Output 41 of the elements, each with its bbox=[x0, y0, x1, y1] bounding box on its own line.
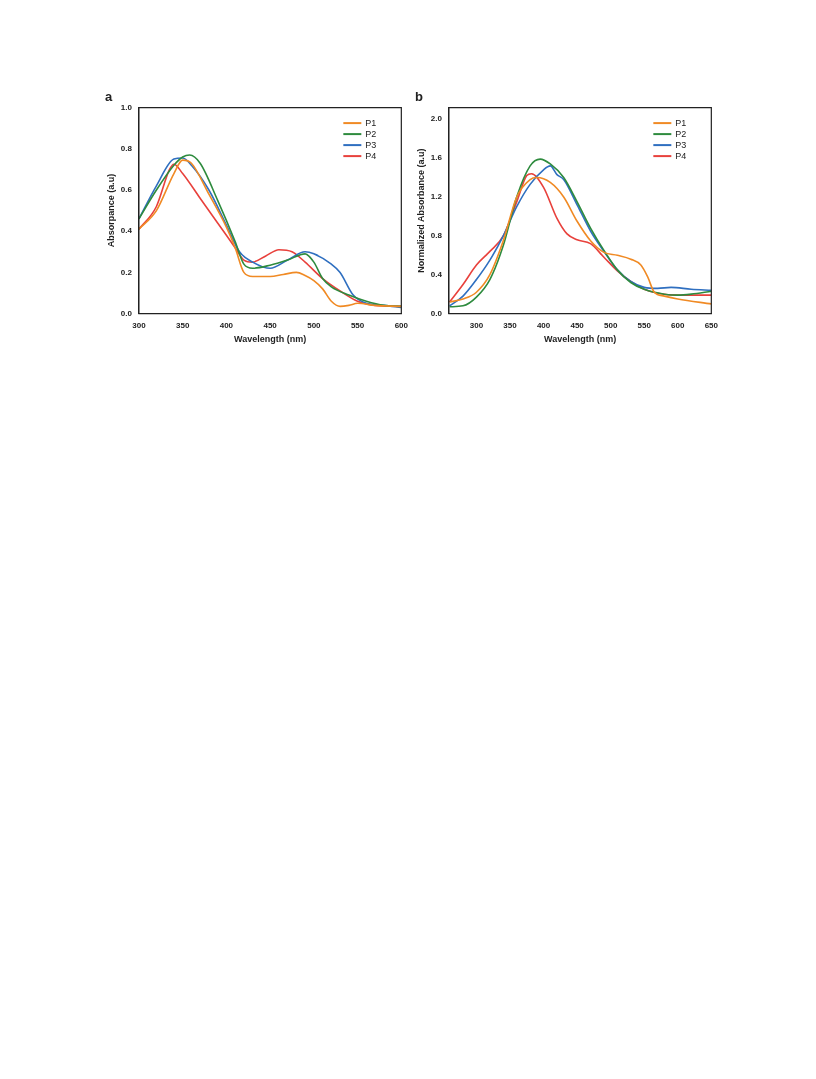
y-tick-label: 0.6 bbox=[120, 185, 133, 195]
x-tick-label: 450 bbox=[263, 320, 278, 330]
x-tick-label: 550 bbox=[350, 320, 365, 330]
legend-label: P3 bbox=[675, 139, 687, 150]
y-tick-label: 0.0 bbox=[120, 308, 133, 318]
x-tick-label: 500 bbox=[603, 320, 618, 330]
y-tick-label: 2.0 bbox=[430, 114, 443, 124]
x-tick-label: 450 bbox=[570, 320, 585, 330]
x-tick-label: 600 bbox=[394, 320, 409, 330]
legend-label: P2 bbox=[365, 128, 377, 139]
x-tick-label: 600 bbox=[671, 320, 685, 330]
y-axis-title: Normalized Absorbance (a.u) bbox=[415, 148, 426, 273]
y-tick-label: 0.8 bbox=[120, 144, 133, 153]
legend-label: P1 bbox=[365, 117, 377, 128]
y-tick-label: 0.2 bbox=[120, 267, 133, 277]
x-tick-label: 350 bbox=[175, 320, 190, 330]
y-tick-label: 1.2 bbox=[430, 192, 443, 202]
y-tick-label: 1.0 bbox=[120, 102, 133, 112]
x-axis-title: Wavelength (nm) bbox=[234, 334, 307, 345]
chart-title: b bbox=[415, 89, 423, 105]
legend-label: P3 bbox=[365, 139, 377, 150]
legend-label: P2 bbox=[675, 128, 687, 139]
x-axis-title: Wavelength (nm) bbox=[544, 334, 617, 345]
x-tick-label: 650 bbox=[704, 320, 719, 330]
legend-label: P1 bbox=[675, 117, 687, 128]
y-tick-label: 0.4 bbox=[120, 226, 133, 236]
y-axis-title: Absorpance (a.u) bbox=[105, 173, 116, 248]
x-tick-label: 550 bbox=[637, 320, 652, 330]
x-tick-label: 300 bbox=[132, 320, 147, 330]
x-tick-label: 400 bbox=[219, 320, 234, 330]
y-tick-label: 0.4 bbox=[430, 269, 443, 279]
x-tick-label: 400 bbox=[536, 320, 551, 330]
x-tick-label: 350 bbox=[503, 320, 518, 330]
y-tick-label: 0.8 bbox=[430, 231, 443, 241]
y-tick-label: 1.6 bbox=[430, 153, 443, 163]
legend-label: P4 bbox=[365, 150, 377, 161]
chart-title: a bbox=[105, 89, 113, 105]
x-tick-label: 300 bbox=[469, 320, 484, 330]
y-tick-label: 0.0 bbox=[430, 308, 443, 318]
x-tick-label: 500 bbox=[307, 320, 322, 330]
legend-label: P4 bbox=[675, 150, 687, 161]
